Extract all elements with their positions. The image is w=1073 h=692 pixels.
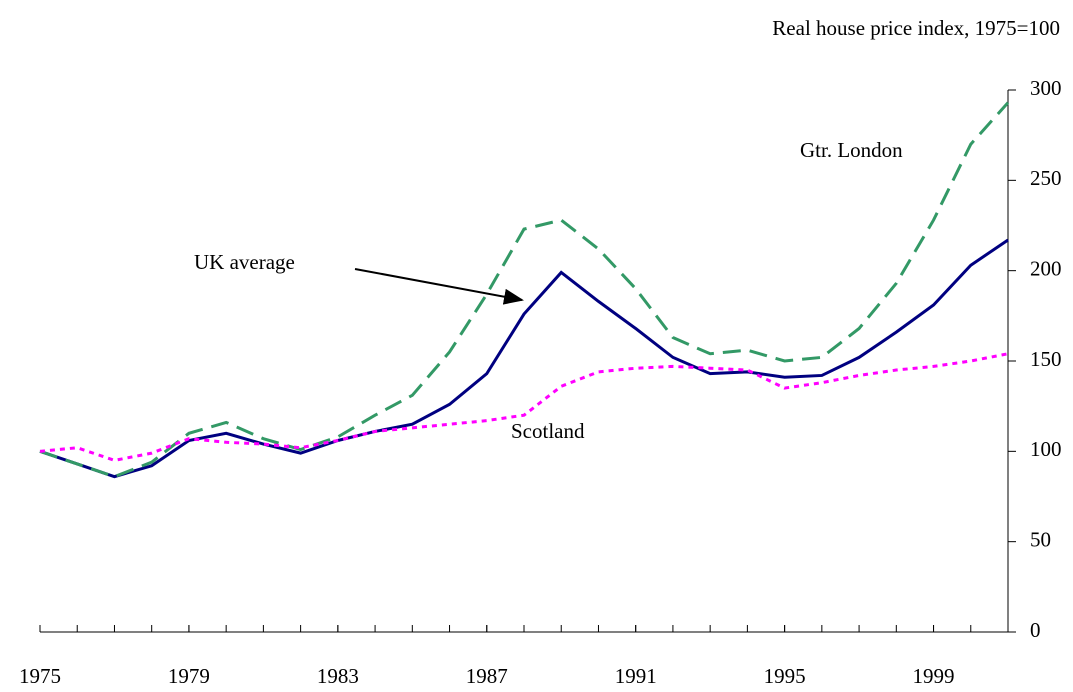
series-line bbox=[39, 101, 1010, 479]
x-tick-label: 1975 bbox=[19, 664, 61, 688]
series-line bbox=[39, 352, 1009, 462]
y-tick-label: 50 bbox=[1030, 527, 1051, 551]
x-tick-label: 1995 bbox=[764, 664, 806, 688]
x-tick-label: 1987 bbox=[466, 664, 508, 688]
series-annotation: Scotland bbox=[511, 419, 585, 443]
x-tick-label: 1979 bbox=[168, 664, 210, 688]
y-tick-label: 250 bbox=[1030, 166, 1062, 190]
y-tick-label: 300 bbox=[1030, 76, 1062, 100]
y-tick-label: 200 bbox=[1030, 256, 1062, 280]
y-tick-label: 100 bbox=[1030, 437, 1062, 461]
annotation-arrow bbox=[354, 268, 524, 305]
x-tick-label: 1983 bbox=[317, 664, 359, 688]
series-annotation: UK average bbox=[194, 250, 295, 274]
x-tick-label: 1991 bbox=[615, 664, 657, 688]
series-annotation: Gtr. London bbox=[800, 138, 903, 162]
x-tick-label: 1999 bbox=[913, 664, 955, 688]
y-tick-label: 0 bbox=[1030, 618, 1041, 642]
y-axis-label: Real house price index, 1975=100 bbox=[772, 16, 1060, 40]
series-line bbox=[39, 238, 1009, 479]
y-tick-label: 150 bbox=[1030, 347, 1062, 371]
